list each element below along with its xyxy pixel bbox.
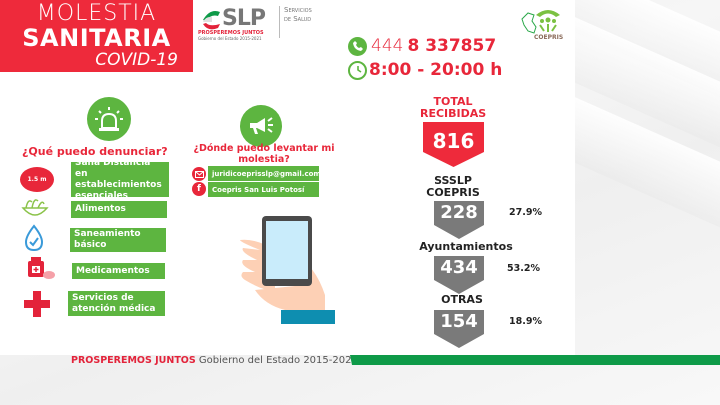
title-line3: COVID-19 <box>95 50 178 70</box>
phone-prefix: 444 <box>371 36 404 56</box>
email-link[interactable]: juridicoeprisslp@gmail.com <box>208 166 321 181</box>
medicine-icon <box>28 257 55 279</box>
food-bowl-icon <box>21 199 49 216</box>
item-alimentos: Alimentos <box>71 201 167 218</box>
stat-label-otras: OTRAS <box>441 293 483 306</box>
siren-icon <box>87 97 131 141</box>
footer-green-bar <box>350 355 720 365</box>
footer-brand: PROSPEREMOS JUNTOS <box>71 355 196 366</box>
slp-tagline: PROSPEREMOS JUNTOS <box>198 30 264 36</box>
logo-divider <box>279 6 280 38</box>
hours-text: 8:00 - 20:00 h <box>369 60 503 80</box>
title-line1: MOLESTIA <box>36 1 157 26</box>
footer-gov: Gobierno del Estado 2015-2021 <box>198 355 358 366</box>
phone-contact[interactable]: 444 8 337857 <box>348 36 496 56</box>
what-heading: ¿Qué puedo denunciar? <box>22 145 168 158</box>
ayuntamientos-pct: 53.2% <box>507 263 540 274</box>
total-label: TOTAL RECIBIDAS <box>420 95 487 120</box>
coepris-pct: 27.9% <box>509 207 542 218</box>
item-servicios-medicos: Servicios de atención médica <box>68 291 165 316</box>
coepris-badge: 228 <box>434 201 484 239</box>
coepris-logo-icon: COEPRIS <box>521 10 563 41</box>
slp-logo-icon <box>203 11 220 30</box>
megaphone-icon <box>240 105 282 147</box>
facebook-icon: f <box>192 182 206 196</box>
phone-number: 8 337857 <box>407 36 497 56</box>
title-line2: SANITARIA <box>22 24 171 52</box>
water-drop-icon <box>24 224 44 252</box>
otras-pct: 18.9% <box>509 316 542 327</box>
hand-phone-illustration <box>240 216 335 324</box>
stat-label-ayuntamientos: Ayuntamientos <box>419 240 513 253</box>
item-medicamentos: Medicamentos <box>72 263 165 279</box>
otras-badge: 154 <box>434 310 484 348</box>
phone-icon <box>348 36 367 56</box>
servicios-salud-label: Servicios de Salud <box>284 6 312 23</box>
red-cross-icon <box>24 291 50 317</box>
background-stripes <box>575 0 720 360</box>
facebook-link[interactable]: Coepris San Luis Potosí <box>208 182 319 197</box>
item-saneamiento: Saneamiento básico <box>70 228 166 252</box>
total-badge: 816 <box>423 122 484 167</box>
ayuntamientos-value: 434 <box>440 257 478 278</box>
slp-logo-text: SLP <box>222 6 266 31</box>
where-heading: ¿Dónde puedo levantar mi molestia? <box>193 143 335 165</box>
svg-text:COEPRIS: COEPRIS <box>534 34 563 41</box>
distance-icon: 1.5 m <box>20 167 54 192</box>
footer-text: PROSPEREMOS JUNTOS Gobierno del Estado 2… <box>71 355 358 366</box>
coepris-value: 228 <box>440 202 478 223</box>
stat-label-coepris: SSSLP COEPRIS <box>426 174 480 199</box>
clock-icon <box>348 60 367 80</box>
infographic-panel: MOLESTIA SANITARIA COVID-19 SLP PROSPERE… <box>0 0 564 348</box>
ayuntamientos-badge: 434 <box>434 256 484 294</box>
item-sana-distancia: Sana Distancia en establecimientos esenc… <box>71 158 169 201</box>
email-icon <box>192 167 206 181</box>
slp-subtitle: Gobierno del Estado 2015-2021 <box>198 36 262 41</box>
total-value: 816 <box>432 129 475 153</box>
hours-contact: 8:00 - 20:00 h <box>348 60 502 80</box>
title-banner: MOLESTIA SANITARIA COVID-19 <box>0 0 193 72</box>
otras-value: 154 <box>440 311 478 332</box>
